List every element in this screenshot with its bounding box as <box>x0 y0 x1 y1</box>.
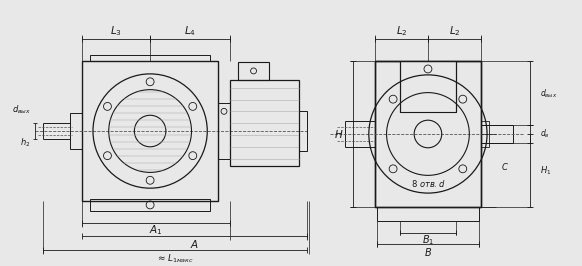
Text: $A_1$: $A_1$ <box>149 224 163 238</box>
Text: $d_{вых}$: $d_{вых}$ <box>540 87 558 100</box>
Bar <box>375 61 481 207</box>
Text: $d_{вых}$: $d_{вых}$ <box>12 103 31 116</box>
Text: $L_4$: $L_4$ <box>183 25 196 38</box>
Text: $h_2$: $h_2$ <box>20 137 31 149</box>
Text: $L_3$: $L_3$ <box>110 25 122 38</box>
Text: $\approx L_{1макс}$: $\approx L_{1макс}$ <box>156 253 194 265</box>
Text: $L_2$: $L_2$ <box>396 25 407 38</box>
Text: $C$: $C$ <box>501 161 509 172</box>
Text: $A$: $A$ <box>190 238 199 250</box>
Bar <box>230 80 299 167</box>
Text: $B_1$: $B_1$ <box>422 234 434 247</box>
Bar <box>82 61 218 201</box>
Bar <box>400 61 456 112</box>
Text: $8\ отв.d$: $8\ отв.d$ <box>411 178 445 189</box>
Bar <box>481 125 513 143</box>
Bar <box>481 121 489 147</box>
Bar <box>90 199 210 211</box>
Text: $L_2$: $L_2$ <box>449 25 460 38</box>
Text: $H$: $H$ <box>333 128 343 140</box>
Bar <box>218 103 230 159</box>
Bar <box>70 113 82 149</box>
Bar <box>377 207 479 221</box>
Text: $d_в$: $d_в$ <box>540 128 550 140</box>
Text: $H_1$: $H_1$ <box>540 164 552 177</box>
Text: $B$: $B$ <box>424 246 432 258</box>
Bar <box>299 111 307 151</box>
Bar <box>90 55 210 61</box>
Bar <box>375 61 481 207</box>
Bar <box>238 62 269 80</box>
